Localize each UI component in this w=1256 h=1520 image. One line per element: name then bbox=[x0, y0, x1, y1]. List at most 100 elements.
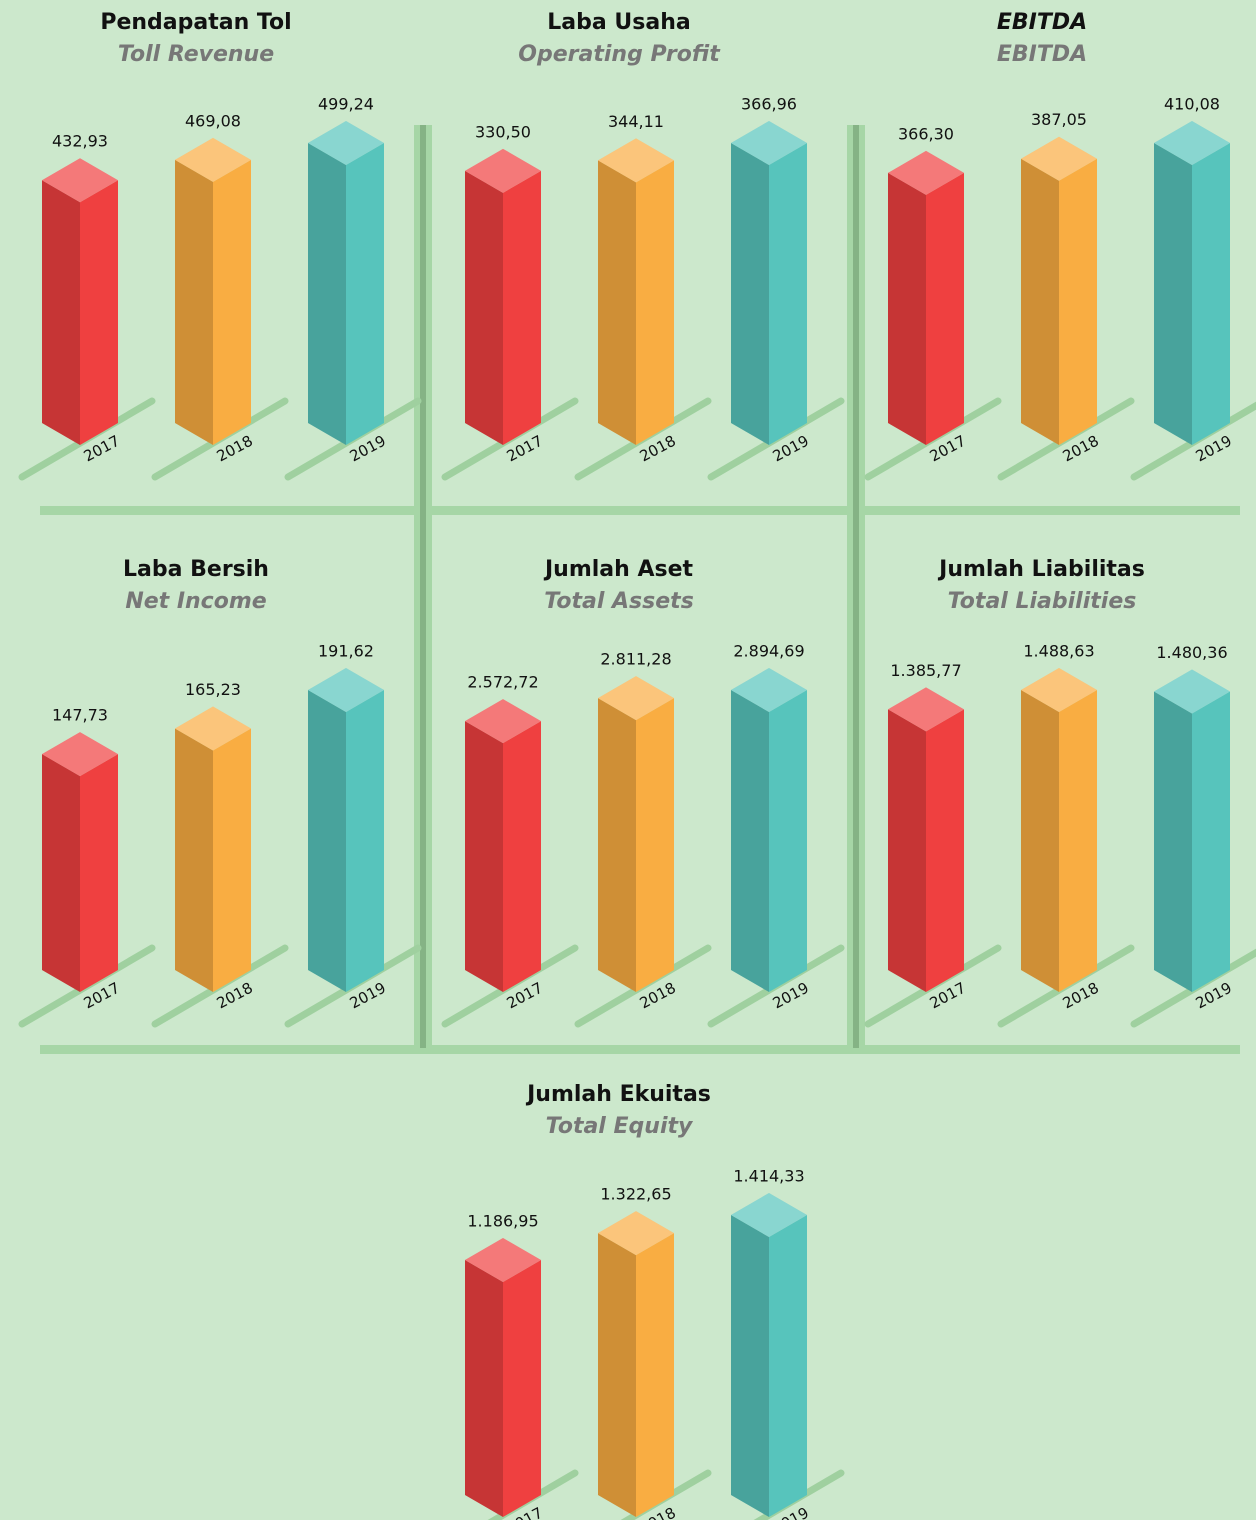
divider-shadow bbox=[420, 125, 426, 1048]
bar-face-left bbox=[465, 721, 503, 992]
bar-shade-left bbox=[42, 180, 80, 445]
bar-face-right bbox=[769, 143, 807, 445]
bar-face-left bbox=[731, 143, 769, 445]
bar-face-right bbox=[636, 1233, 674, 1517]
divider bbox=[847, 125, 865, 1048]
value-label: 191,62 bbox=[318, 642, 374, 661]
bar-shade-left bbox=[888, 172, 926, 445]
divider bbox=[414, 125, 432, 1048]
bar-shade-top bbox=[465, 1238, 541, 1283]
value-label: 387,05 bbox=[1031, 110, 1087, 129]
chart-subtitle: Toll Revenue bbox=[118, 42, 274, 67]
bar-shade-left bbox=[308, 143, 346, 445]
bar-shade-top bbox=[308, 668, 384, 712]
bar-face-top bbox=[1021, 136, 1097, 181]
bar-shade-top bbox=[465, 699, 541, 744]
bar bbox=[465, 699, 541, 992]
bar-face-left bbox=[1021, 158, 1059, 445]
bar-shade-top bbox=[1021, 668, 1097, 712]
bar bbox=[42, 732, 118, 992]
bar-face-left bbox=[308, 690, 346, 992]
value-label: 1.186,95 bbox=[467, 1212, 538, 1231]
bar-shade-top bbox=[175, 137, 251, 182]
bar-shade-left bbox=[308, 690, 346, 992]
bar-face-right bbox=[80, 180, 118, 445]
bar-face-right bbox=[1059, 158, 1097, 445]
bar-shade-left bbox=[465, 170, 503, 445]
bar-face-left bbox=[1154, 143, 1192, 445]
bar-face-left bbox=[42, 754, 80, 992]
bar-face-top bbox=[888, 150, 964, 195]
bar-face-right bbox=[346, 690, 384, 992]
bar bbox=[1021, 668, 1097, 992]
chart-title: Laba Usaha bbox=[547, 10, 690, 35]
bar bbox=[175, 706, 251, 992]
bar-face-top bbox=[465, 148, 541, 193]
bar-face-left bbox=[42, 180, 80, 445]
bar-face-top bbox=[1154, 669, 1230, 714]
chart-subtitle: Total Liabilities bbox=[948, 589, 1137, 614]
bar-face-left bbox=[888, 172, 926, 445]
value-label: 366,96 bbox=[741, 95, 797, 114]
bar-face-top bbox=[731, 668, 807, 712]
bar-shade-left bbox=[175, 159, 213, 445]
bar-shade-left bbox=[888, 709, 926, 992]
bar-shade-left bbox=[598, 1233, 636, 1517]
value-label: 1.414,33 bbox=[733, 1167, 804, 1186]
value-label: 432,93 bbox=[52, 132, 108, 151]
chart-title: EBITDA bbox=[997, 10, 1087, 35]
chart-title: Jumlah Aset bbox=[543, 557, 694, 582]
bar-face-top bbox=[175, 706, 251, 751]
bar bbox=[731, 668, 807, 992]
bar bbox=[598, 1211, 674, 1517]
bar-shade-left bbox=[731, 690, 769, 992]
bar-shade-top bbox=[731, 121, 807, 165]
bar-shade-left bbox=[1021, 158, 1059, 445]
bar bbox=[308, 668, 384, 992]
bar-shade-top bbox=[731, 1193, 807, 1237]
bar-face-top bbox=[888, 687, 964, 732]
bar-face-right bbox=[1192, 691, 1230, 992]
bar-face-left bbox=[465, 1260, 503, 1517]
bar-shade-left bbox=[42, 754, 80, 992]
chart-title: Laba Bersih bbox=[123, 557, 269, 582]
value-label: 1.480,36 bbox=[1156, 643, 1227, 662]
bar-face-top bbox=[308, 668, 384, 712]
bar-shade-left bbox=[731, 143, 769, 445]
bar-face-top bbox=[465, 699, 541, 744]
bar-face-top bbox=[1021, 668, 1097, 712]
bar-face-left bbox=[598, 698, 636, 992]
value-label: 147,73 bbox=[52, 706, 108, 725]
bar bbox=[888, 150, 964, 445]
bar-face-right bbox=[503, 1260, 541, 1517]
bar bbox=[465, 148, 541, 445]
chart-subtitle: Net Income bbox=[125, 589, 266, 614]
bar-face-left bbox=[1154, 691, 1192, 992]
bar-shade-top bbox=[598, 676, 674, 721]
chart-subtitle: Total Equity bbox=[546, 1114, 694, 1139]
bar-face-right bbox=[1059, 690, 1097, 992]
bar-face-left bbox=[598, 1233, 636, 1517]
chart-title: Jumlah Ekuitas bbox=[525, 1082, 711, 1107]
value-label: 1.385,77 bbox=[890, 661, 961, 680]
bar-shade-left bbox=[465, 1260, 503, 1517]
bar-face-right bbox=[769, 690, 807, 992]
bar-shade-left bbox=[465, 721, 503, 992]
value-label: 366,30 bbox=[898, 124, 954, 143]
bar-face-top bbox=[598, 1211, 674, 1256]
bar-face-left bbox=[308, 143, 346, 445]
bar-face-right bbox=[926, 709, 964, 992]
bar-shade-left bbox=[598, 160, 636, 445]
bar-face-top bbox=[465, 1238, 541, 1283]
bar-shade-top bbox=[465, 148, 541, 193]
bar-shade-top bbox=[731, 668, 807, 712]
value-label: 2.811,28 bbox=[600, 650, 671, 669]
divider-shadow bbox=[853, 125, 859, 1048]
bar-face-right bbox=[80, 754, 118, 992]
bar-face-left bbox=[465, 170, 503, 445]
bar-face-right bbox=[1192, 143, 1230, 445]
bar-face-top bbox=[598, 676, 674, 721]
bar-shade-top bbox=[1154, 669, 1230, 714]
bar bbox=[308, 121, 384, 445]
